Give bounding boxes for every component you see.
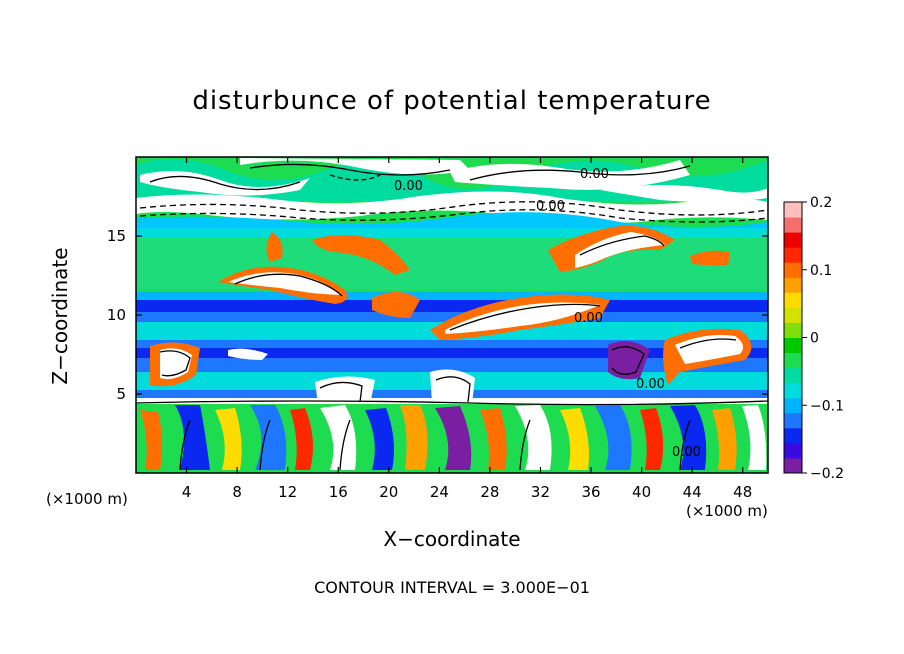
colorbar-tick-label: 0.2 [810,195,832,211]
chart-title: disturbunce of potential temperature [192,86,712,116]
midlevel-blobs [150,225,752,404]
colorbar-tick-label: −0.2 [810,466,844,482]
colorbar-tick-label: 0 [810,331,819,347]
x-tick-label: 48 [733,483,752,501]
x-tick-label: 40 [632,483,651,501]
y-tick-label: 5 [116,385,126,403]
colorbar-swatch [784,337,802,354]
x-unit-label: (×1000 m) [46,490,128,508]
x-unit-label-right: (×1000 m) [686,502,768,520]
y-tick-label: 15 [107,227,126,245]
contour-label: 0.00 [580,167,609,182]
x-tick-label: 44 [683,483,702,501]
colorbar-tick-label: −0.1 [810,398,844,414]
contour-label: 0.00 [394,179,423,194]
colorbar-swatch [784,292,802,308]
colorbar-swatch [784,307,802,323]
colorbar-swatch [784,442,802,459]
colorbar-swatch [784,232,802,248]
heatmap-field [136,157,768,473]
colorbar-swatch [784,367,802,384]
colorbar-swatch [784,397,802,414]
x-axis: 4 8 12 16 20 24 28 32 36 40 44 48 [182,157,752,501]
colorbar-swatch [784,202,802,218]
colorbar-tick-label: 0.1 [810,263,832,279]
colorbar: 0.2 0.1 0 −0.1 −0.2 [783,195,844,482]
x-tick-label: 4 [182,483,192,501]
colorbar-swatch [784,277,802,293]
x-axis-label: X−coordinate [383,527,521,551]
colorbar-swatch [784,262,802,278]
contour-label: 0.00 [636,377,665,392]
y-tick-label: 10 [107,306,126,324]
colorbar-swatch [784,427,802,444]
x-tick-label: 36 [581,483,600,501]
x-tick-label: 28 [480,483,499,501]
contour-label: 0.00 [536,199,565,214]
contour-labels: 0.00 0.00 0.00 0.00 0.00 0.00 [394,167,701,460]
colorbar-swatch [784,322,802,338]
contour-interval-note: CONTOUR INTERVAL = 3.000E−01 [314,578,590,597]
colorbar-swatch [784,217,802,233]
x-tick-label: 16 [329,483,348,501]
colorbar-swatch [784,247,802,263]
y-axis-label: Z−coordinate [48,247,72,385]
contour-lines [136,163,768,471]
x-tick-label: 32 [531,483,550,501]
contour-label: 0.00 [574,311,603,326]
colorbar-swatch [784,412,802,429]
contour-label: 0.00 [672,445,701,460]
colorbar-swatch [784,352,802,369]
x-tick-label: 20 [379,483,398,501]
x-tick-label: 12 [278,483,297,501]
colorbar-swatch [784,457,802,474]
x-tick-label: 8 [232,483,242,501]
colorbar-swatch [784,382,802,399]
lower-plumes [140,405,767,470]
y-axis: 5 10 15 [107,227,768,403]
x-tick-label: 24 [430,483,449,501]
